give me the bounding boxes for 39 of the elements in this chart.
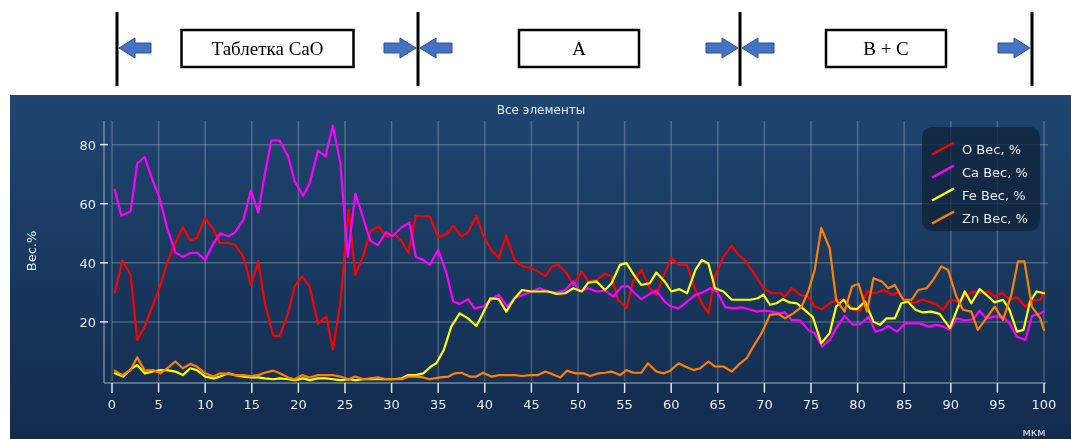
legend-label: O Вес, % bbox=[962, 141, 1022, 157]
x-tick-label: 50 bbox=[569, 397, 587, 412]
text: B + C bbox=[863, 38, 909, 59]
legend-label: Fe Вес, % bbox=[962, 187, 1026, 203]
line-series bbox=[113, 226, 1046, 381]
x-tick-label: 90 bbox=[942, 397, 960, 412]
x-tick-label: 55 bbox=[616, 397, 633, 412]
x-tick-label: 60 bbox=[662, 397, 680, 412]
x-tick-label: 80 bbox=[849, 397, 866, 412]
x-tick-label: 65 bbox=[709, 397, 727, 412]
x-tick-label: 100 bbox=[1031, 397, 1057, 412]
x-tick-label: 15 bbox=[243, 397, 261, 412]
text: A bbox=[572, 38, 587, 59]
x-tick-label: 45 bbox=[523, 397, 540, 412]
y-axis-title: Вес.% bbox=[24, 230, 39, 272]
y-tick-label: 80 bbox=[79, 137, 96, 153]
x-tick-label: 30 bbox=[383, 397, 400, 412]
legend-label: Zn Вес, % bbox=[962, 210, 1028, 226]
x-tick-label: 5 bbox=[154, 397, 163, 412]
legend-label: Ca Вес, % bbox=[962, 164, 1028, 180]
y-tick-label: 40 bbox=[79, 255, 96, 271]
line-series bbox=[113, 208, 1046, 351]
line-series bbox=[113, 258, 1046, 382]
chart-title: Все элементы bbox=[496, 103, 586, 117]
x-tick-label: 20 bbox=[290, 397, 307, 412]
y-tick-label: 60 bbox=[79, 196, 96, 212]
y-tick-label: 20 bbox=[79, 314, 96, 330]
x-axis-title: мкм bbox=[1022, 426, 1046, 439]
x-tick-label: 85 bbox=[895, 397, 913, 412]
x-tick-label: 25 bbox=[336, 397, 354, 412]
x-tick-label: 0 bbox=[107, 397, 117, 412]
x-tick-label: 75 bbox=[802, 397, 820, 412]
line-series bbox=[113, 124, 1046, 348]
x-tick-label: 70 bbox=[756, 397, 773, 412]
x-tick-label: 10 bbox=[196, 397, 214, 412]
text: Таблетка CaO bbox=[211, 38, 324, 59]
x-tick-label: 95 bbox=[989, 397, 1006, 412]
x-tick-label: 35 bbox=[429, 397, 447, 412]
x-tick-label: 40 bbox=[476, 397, 494, 412]
